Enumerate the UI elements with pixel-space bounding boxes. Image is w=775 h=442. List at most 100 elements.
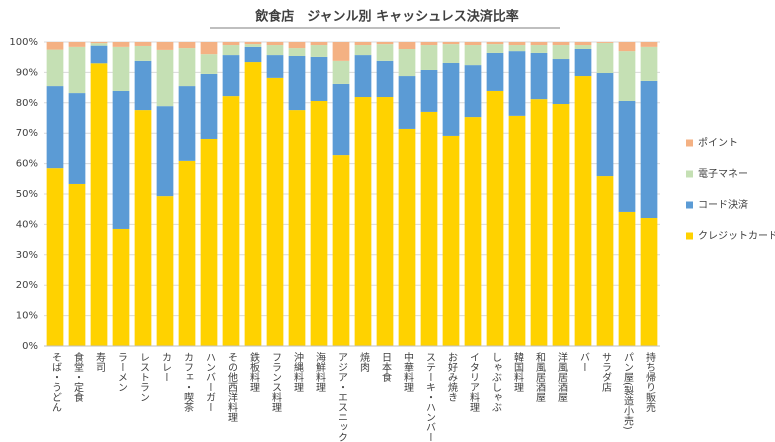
bar-segment <box>376 60 394 98</box>
x-tick-label: サラダ店 <box>600 352 612 393</box>
bar-segment <box>46 86 64 169</box>
bar-segment <box>618 100 636 212</box>
bar-segment <box>90 63 108 346</box>
bar-segment <box>178 160 196 346</box>
bar-segment <box>266 77 284 346</box>
x-tick-label: 海鮮料理 <box>314 351 326 392</box>
bar-segment <box>508 42 526 46</box>
x-tick-label: フランス料理 <box>270 352 282 412</box>
bar-segment <box>68 183 86 346</box>
bar-segment <box>354 45 372 56</box>
bar-segment <box>178 48 196 87</box>
bar-segment <box>178 42 196 49</box>
bar-segment <box>398 42 416 49</box>
bar-segment <box>332 42 350 61</box>
bar-segment <box>508 45 526 52</box>
bar-segment <box>552 45 570 60</box>
bar-segment <box>376 44 394 61</box>
bar-segment <box>112 42 130 47</box>
bar-segment <box>332 83 350 156</box>
legend-label: コード決済 <box>698 198 748 211</box>
legend-swatch <box>686 139 693 147</box>
x-tick-label: 鉄板料理 <box>248 351 260 392</box>
bar-segment <box>530 45 548 53</box>
x-tick-label: パン屋(製造小売) <box>622 352 634 430</box>
bar-segment <box>112 46 130 91</box>
bar-segment <box>596 42 614 74</box>
bar-segment <box>266 55 284 78</box>
bar-segment <box>68 93 86 184</box>
y-tick-label: 50% <box>16 189 38 200</box>
bar-segment <box>46 42 64 50</box>
bar-segment <box>442 62 460 136</box>
x-tick-label: 持ち帰り販売 <box>644 351 656 412</box>
bar-segment <box>244 62 262 347</box>
bar-segment <box>596 73 614 177</box>
bar-segment <box>288 110 306 346</box>
bar-segment <box>464 42 482 46</box>
legend-label: 電子マネー <box>698 168 748 180</box>
bar-segment <box>640 80 658 219</box>
bar-segment <box>420 45 438 70</box>
bar-segment <box>68 42 86 47</box>
bar-segment <box>332 155 350 346</box>
y-tick-label: 20% <box>16 280 38 291</box>
bar-segment <box>46 49 64 87</box>
bar-segment <box>552 59 570 105</box>
bar-segment <box>112 228 130 346</box>
bar-segment <box>464 65 482 118</box>
bar-segment <box>310 56 328 101</box>
x-tick-label: ステーキ・ハンバーグ <box>424 352 436 442</box>
bar-segment <box>266 45 284 56</box>
y-tick-label: 100% <box>9 37 38 48</box>
bar-segment <box>244 42 262 45</box>
bar-segment <box>90 43 108 46</box>
bar-segment <box>574 42 592 46</box>
bar-segment <box>134 42 152 46</box>
y-tick-label: 0% <box>22 341 38 352</box>
bar-segment <box>640 46 658 81</box>
x-tick-label: バー <box>578 352 590 372</box>
bar-segment <box>354 97 372 346</box>
x-tick-label: カレー <box>160 352 171 382</box>
bar-segment <box>530 42 548 46</box>
bar-segment <box>222 45 240 56</box>
bar-segment <box>200 138 218 346</box>
bar-segment <box>398 48 416 77</box>
y-tick-label: 60% <box>16 159 38 170</box>
x-tick-label: イタリア料理 <box>468 352 480 412</box>
y-tick-label: 10% <box>16 311 38 322</box>
chart-title: 飲食店 ジャンル別 キャッシュレス決済比率 <box>254 9 519 25</box>
x-tick-label: 和風居酒屋 <box>534 352 546 402</box>
x-tick-label: ハンバーガー <box>204 352 216 412</box>
bar-segment <box>508 51 526 116</box>
bar-segment <box>618 51 636 101</box>
x-tick-label: 焼肉 <box>358 352 370 372</box>
bar-segment <box>310 45 328 57</box>
y-tick-label: 40% <box>16 219 38 230</box>
bar-segment <box>640 218 658 346</box>
bar-segment <box>222 55 240 97</box>
bar-segment <box>178 86 196 161</box>
bar-segment <box>574 45 592 49</box>
bar-segment <box>530 99 548 346</box>
x-tick-label: 洋風居酒屋 <box>556 351 568 402</box>
bar-segment <box>310 100 328 346</box>
bar-segment <box>288 55 306 111</box>
bar-segment <box>464 45 482 66</box>
bar-segment <box>574 76 592 346</box>
bar-segment <box>156 106 174 197</box>
bar-segment <box>486 90 504 346</box>
bar-segment <box>442 135 460 346</box>
bar-segment <box>464 117 482 346</box>
legend-label: ポイント <box>698 137 738 149</box>
bar-segment <box>354 55 372 98</box>
bar-segment <box>530 52 548 100</box>
bar-segment <box>442 44 460 63</box>
legend-label: クレジットカード <box>698 230 775 242</box>
x-tick-label: しゃぶしゃぶ <box>490 352 502 412</box>
legend-swatch <box>686 201 693 209</box>
bar-segment <box>68 46 86 94</box>
y-tick-label: 30% <box>16 250 38 261</box>
